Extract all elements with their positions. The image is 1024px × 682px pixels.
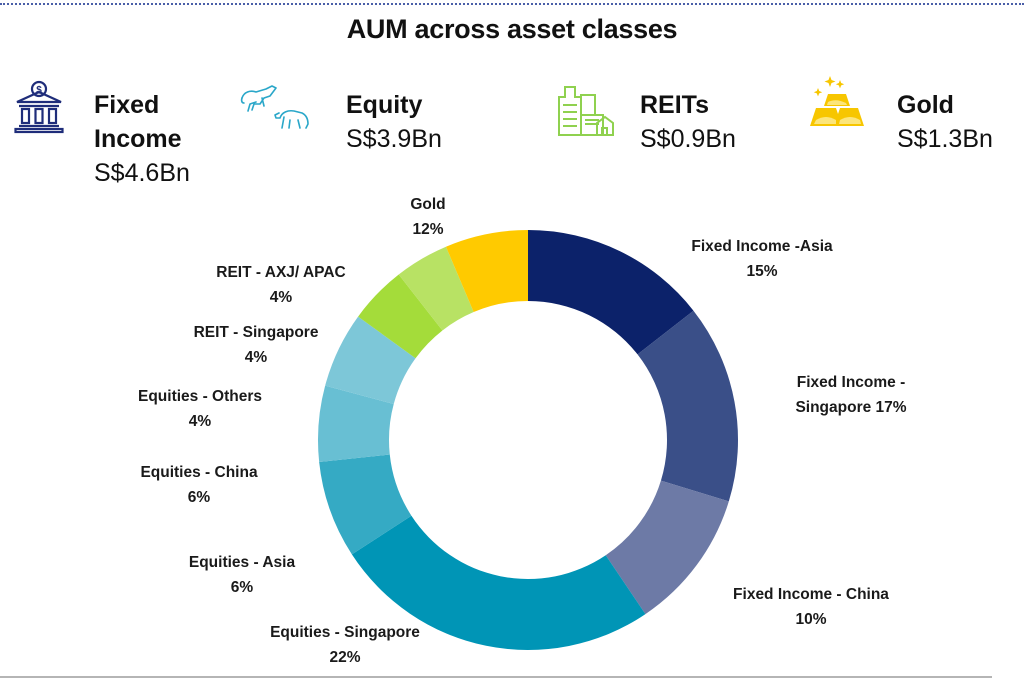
label-equities-singapore: Equities - Singapore 22% — [270, 624, 420, 666]
reits-value: S$0.9Bn — [640, 125, 736, 153]
label-reit-axj-apac: REIT - AXJ/ APAC 4% — [216, 264, 346, 306]
donut-slice-equities-china — [318, 385, 394, 462]
donut-slice-equities-others — [325, 316, 416, 405]
donut-slice-reit-axj-apac — [398, 246, 474, 331]
equity-name: Equity — [346, 91, 423, 119]
label-equities-others: Equities - Others 4% — [137, 388, 263, 430]
top-dotted-divider — [0, 3, 1024, 5]
bank-icon: $ — [14, 80, 64, 139]
donut-slice-fixed-income-china — [605, 480, 729, 615]
gold-bars-icon — [808, 74, 866, 133]
gold-value: S$1.3Bn — [897, 125, 993, 153]
gold-name: Gold — [897, 91, 954, 119]
page-title: AUM across asset classes — [346, 14, 678, 44]
fixed-income-name-line1: Fixed — [94, 91, 160, 119]
bottom-divider — [0, 676, 992, 678]
equity-value: S$3.9Bn — [346, 125, 442, 153]
label-fixed-income-singapore: Fixed Income - Singapore 17% — [795, 374, 907, 416]
label-fixed-income-china: Fixed Income - China 10% — [733, 586, 889, 628]
label-fixed-income-asia: Fixed Income -Asia 15% — [691, 238, 833, 280]
donut-slice-fixed-income-asia — [528, 230, 694, 355]
label-reit-singapore: REIT - Singapore 4% — [193, 324, 319, 366]
donut-slice-reit-singapore — [358, 274, 443, 359]
fixed-income-card: Fixed Income S$4.6Bn — [94, 88, 190, 190]
fixed-income-value: S$4.6Bn — [94, 159, 190, 187]
equity-card: Equity S$3.9Bn — [346, 88, 442, 156]
buildings-icon — [557, 85, 615, 142]
label-equities-asia: Equities - Asia 6% — [188, 554, 296, 596]
reits-card: REITs S$0.9Bn — [640, 88, 736, 156]
label-gold: Gold 12% — [410, 196, 446, 238]
fixed-income-name-line2: Income — [94, 125, 182, 153]
gold-card: Gold S$1.3Bn — [897, 88, 993, 156]
bull-bear-icon — [240, 84, 312, 135]
svg-text:$: $ — [36, 85, 42, 96]
donut-slice-fixed-income-singapore — [637, 310, 738, 502]
donut-slice-equities-singapore — [351, 515, 646, 650]
donut-slice-equities-asia — [319, 454, 412, 555]
label-equities-china: Equities - China 6% — [140, 464, 258, 506]
donut-slice-gold — [445, 230, 528, 313]
reits-name: REITs — [640, 91, 709, 119]
